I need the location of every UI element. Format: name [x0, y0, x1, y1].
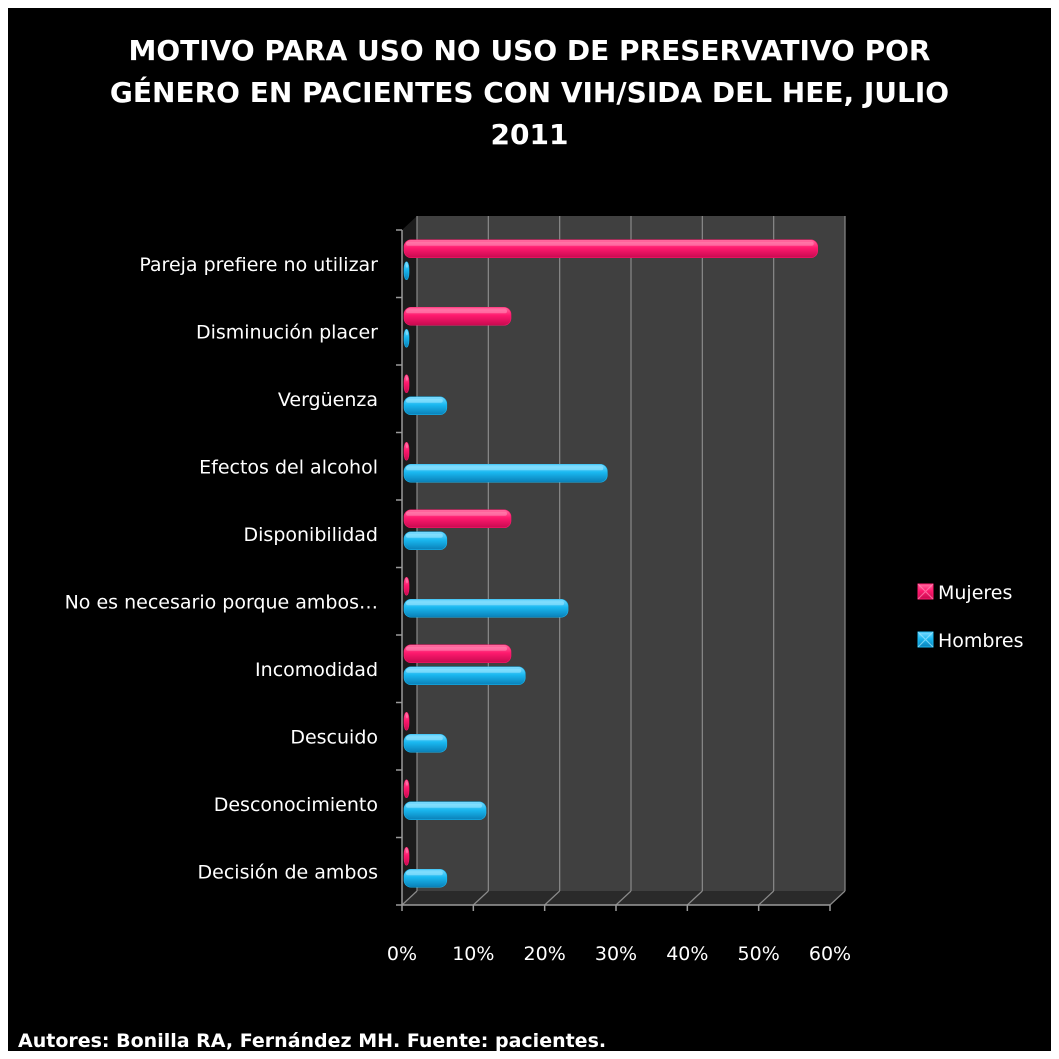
x-tick-label: 20% [524, 943, 566, 965]
floor-gridline [829, 890, 846, 906]
x-tick-label: 60% [809, 943, 851, 965]
bar-mujeres [403, 576, 410, 596]
x-tick-label: 0% [387, 943, 417, 965]
category-label: Decisión de ambos [198, 861, 378, 883]
bar-mujeres [403, 441, 410, 461]
bar-mujeres [403, 846, 410, 866]
bar-mujeres [403, 711, 410, 731]
bar-mujeres [403, 509, 512, 529]
bar-hombres [403, 396, 448, 416]
bar-hombres [403, 463, 608, 483]
bar-hombres [403, 328, 410, 348]
x-tick-label: 50% [738, 943, 780, 965]
bar-mujeres [403, 374, 410, 394]
category-label: Incomodidad [255, 659, 378, 681]
bar-mujeres [403, 239, 819, 259]
bar-hombres [403, 261, 410, 281]
bar-mujeres [403, 779, 410, 799]
legend-label: Mujeres [938, 582, 1012, 604]
bar-hombres [403, 598, 569, 618]
bar-hombres [403, 868, 448, 888]
bars [403, 239, 819, 888]
axes [396, 229, 831, 911]
category-label: No es necesario porque ambos… [65, 591, 378, 613]
floor-gridline [615, 890, 632, 906]
category-label: Vergüenza [278, 389, 378, 411]
bar-hombres [403, 733, 448, 753]
chart-title: MOTIVO PARA USO NO USO DE PRESERVATIVO P… [8, 30, 1051, 156]
category-label: Disponibilidad [244, 524, 378, 546]
category-label: Descuido [290, 726, 378, 748]
floor-gridline [686, 890, 703, 906]
floor-gridline [544, 890, 561, 906]
floor-gridline [758, 890, 775, 906]
legend-item-mujeres: Mujeres [917, 582, 1012, 604]
category-labels: Pareja prefiere no utilizar Disminución p… [65, 254, 379, 884]
floor-gridline [472, 890, 489, 906]
bar-hombres [403, 801, 487, 821]
footer-credits: Autores: Bonilla RA, Fernández MH. Fuent… [18, 1030, 607, 1052]
chart-title-line-3: 2011 [490, 118, 569, 151]
chart-title-line-2: GÉNERO EN PACIENTES CON VIH/SIDA DEL HEE… [109, 76, 950, 109]
x-tick-labels: 0% 10% 20% 30% 40% 50% 60% [387, 943, 851, 965]
legend: Mujeres Hombres [917, 582, 1023, 652]
x-tick-label: 40% [666, 943, 708, 965]
chart-title-line-1: MOTIVO PARA USO NO USO DE PRESERVATIVO P… [128, 34, 931, 67]
x-tick-label: 10% [452, 943, 494, 965]
legend-label: Hombres [938, 630, 1023, 652]
bar-mujeres [403, 306, 512, 326]
bar-mujeres [403, 644, 512, 664]
floor-gridline [401, 890, 418, 906]
category-label: Efectos del alcohol [199, 456, 378, 478]
x-tick-label: 30% [595, 943, 637, 965]
category-label: Pareja prefiere no utilizar [139, 254, 378, 276]
gridlines [401, 216, 846, 906]
category-label: Desconocimiento [214, 794, 378, 816]
category-label: Disminución placer [196, 321, 378, 343]
bar-hombres [403, 666, 526, 686]
legend-item-hombres: Hombres [917, 630, 1023, 652]
bar-hombres [403, 531, 448, 551]
